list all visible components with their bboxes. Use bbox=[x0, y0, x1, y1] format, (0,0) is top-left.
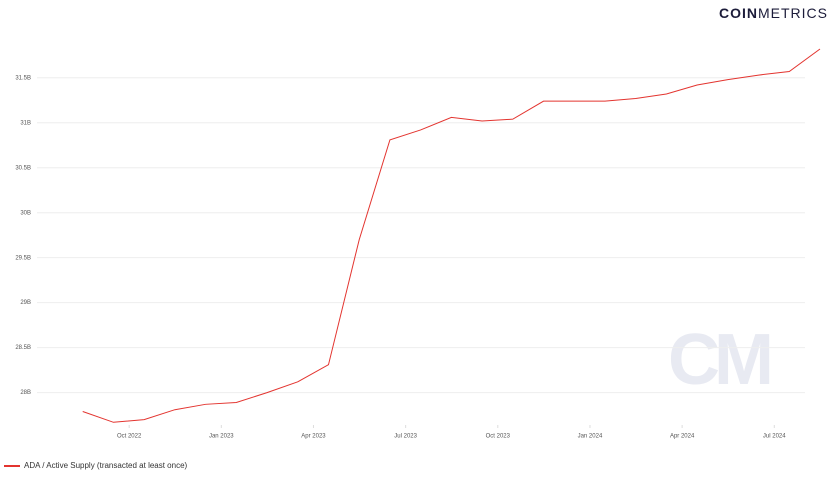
y-tick-label: 31B bbox=[20, 120, 31, 126]
x-tick-label: Jan 2023 bbox=[209, 434, 234, 440]
y-tick-label: 30.5B bbox=[15, 165, 31, 171]
x-tick-label: Apr 2024 bbox=[670, 434, 695, 440]
x-tick-label: Jul 2023 bbox=[394, 434, 417, 440]
y-tick-label: 30B bbox=[20, 210, 31, 216]
x-tick-label: Jan 2024 bbox=[578, 434, 603, 440]
x-tick-label: Apr 2023 bbox=[301, 434, 326, 440]
brand-light: METRICS bbox=[758, 5, 828, 21]
y-tick-label: 31.5B bbox=[15, 75, 31, 81]
y-tick-label: 29.5B bbox=[15, 255, 31, 261]
x-tick-label: Jul 2024 bbox=[763, 434, 786, 440]
brand-logo: COINMETRICS bbox=[719, 5, 828, 21]
data-line bbox=[82, 48, 821, 423]
watermark: CM bbox=[668, 320, 770, 400]
legend-label: ADA / Active Supply (transacted at least… bbox=[24, 461, 188, 470]
x-tick-label: Oct 2022 bbox=[117, 434, 142, 440]
brand-bold: COIN bbox=[719, 5, 758, 21]
y-tick-label: 28.5B bbox=[15, 345, 31, 351]
y-tick-label: 29B bbox=[20, 300, 31, 306]
y-tick-label: 28B bbox=[20, 390, 31, 396]
x-tick-label: Oct 2023 bbox=[486, 434, 511, 440]
